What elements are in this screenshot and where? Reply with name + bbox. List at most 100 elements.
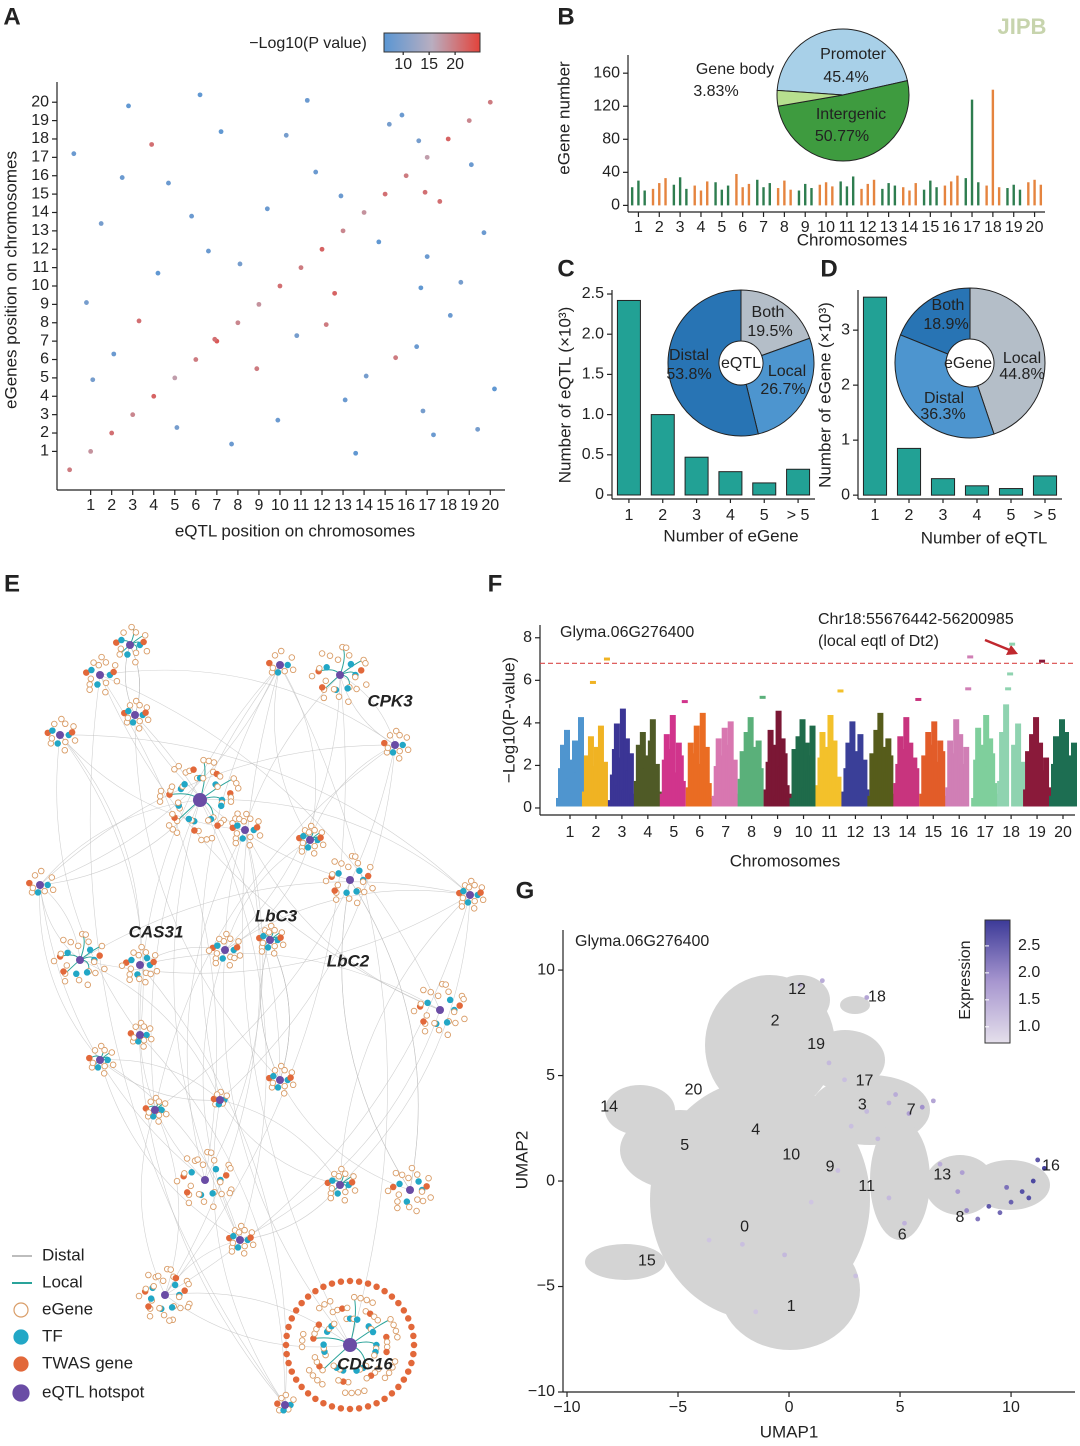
point [1019,761,1026,807]
point [887,755,894,807]
x-tick-label: 10 [1002,1399,1020,1416]
egene-node [470,905,478,912]
x-tick-label: 8 [747,824,756,841]
distal-edge [242,664,351,1346]
node [298,1299,305,1307]
node [355,1278,363,1285]
point [739,751,746,807]
y-tick-label: 2.0 [582,325,604,342]
point [174,425,180,430]
x-tick-label: 2 [107,497,116,514]
egene-node [342,644,350,651]
egene-node [299,1330,307,1338]
y-tick-label: 3 [40,406,49,423]
cluster-label: 20 [685,1082,703,1099]
egene-node [235,1229,243,1236]
x-tick-label: 14 [898,824,916,841]
x-tick-label: 11 [839,219,856,236]
egene-node [465,884,473,891]
egene-node [298,1343,306,1351]
y-tick-label: 2.5 [582,285,604,302]
point [340,228,346,234]
pie-label: Intergenic [816,106,886,123]
egene-node [277,1062,285,1070]
distal-edge [349,879,419,1191]
node [328,1403,336,1410]
colorbar-tick-label: 1.0 [1018,1018,1040,1035]
distal-edge [59,734,471,896]
node [181,781,188,788]
egene-node [459,894,467,902]
egene-node [90,659,97,666]
colorbar-title: −Log10(P value) [249,35,367,52]
egene-node [227,935,234,943]
point [342,397,348,403]
x-tick-label: 5 [896,1399,905,1416]
node [264,944,272,951]
egene-node [354,859,362,867]
egene-node [159,1277,167,1285]
egene-node [229,1239,237,1247]
point [983,714,990,807]
x-tick-label: 16 [397,497,415,514]
cluster-label: 0 [740,1219,749,1236]
egene-node [160,1311,168,1319]
bar [902,187,905,206]
y-tick-label: 9 [40,296,49,313]
y-tick-label: 1 [40,443,49,460]
node [168,1304,176,1311]
point [475,426,481,432]
egene-node [165,822,173,829]
point [393,355,399,361]
node [408,1323,415,1331]
node [334,1190,341,1197]
egene-node [142,1285,150,1293]
pie-slice [894,334,995,439]
bar [1027,182,1030,206]
x-tick-label: 5 [170,497,179,514]
egene-node [280,1090,288,1097]
x-tick-label: 12 [859,219,877,236]
point [663,734,670,807]
point [930,1098,936,1104]
bar [977,182,980,206]
x-tick-label: 14 [355,497,373,514]
point [1003,704,1010,807]
chart-title: Glyma.06G276400 [575,933,709,950]
point [1009,642,1016,646]
x-axis-title: Chromosomes [797,230,908,249]
x-tick-label: 1 [566,824,575,841]
egene-node [445,988,452,996]
colorbar-title: Expression [957,940,974,1019]
hotspot-node [76,956,84,964]
point [229,441,234,447]
bar [783,180,786,206]
pie-slice [969,287,1046,435]
point [399,112,405,118]
hotspot-node [336,671,344,679]
distal-edge [219,744,396,1101]
egene-node [63,962,71,969]
point [703,746,710,807]
x-tick-label: 12 [847,824,865,841]
colorbar-tick-label: 1.5 [1018,991,1040,1008]
bar [839,181,842,206]
point [1041,1165,1047,1171]
bar [699,190,703,206]
node [124,651,131,658]
egene-node [371,1352,378,1359]
point [90,377,96,383]
egene-node [175,1293,183,1301]
node [353,888,360,895]
point [889,793,896,807]
node [400,1307,408,1314]
distal-edge [279,664,317,841]
egene-node [226,962,234,969]
egene-node [247,815,254,823]
point [781,753,788,807]
cluster-label: 10 [782,1146,800,1163]
hotspot-node [266,936,274,944]
node [288,1368,296,1375]
legend-symbol [12,1384,30,1402]
point [416,138,422,144]
